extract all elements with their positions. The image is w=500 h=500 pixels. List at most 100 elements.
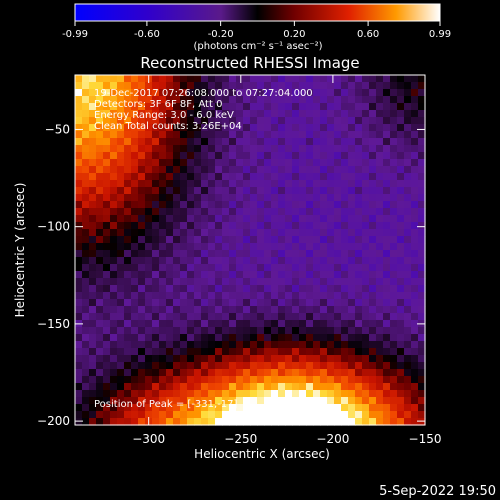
heatmap-cell — [166, 327, 174, 335]
heatmap-cell — [138, 411, 146, 419]
heatmap-cell — [418, 327, 426, 335]
heatmap-cell — [362, 250, 370, 258]
heatmap-cell — [194, 103, 202, 111]
heatmap-cell — [320, 313, 328, 321]
heatmap-cell — [89, 320, 97, 328]
heatmap-cell — [173, 250, 181, 258]
heatmap-cell — [285, 313, 293, 321]
heatmap-cell — [320, 355, 328, 363]
heatmap-cell — [292, 404, 300, 412]
heatmap-cell — [285, 299, 293, 307]
heatmap-cell — [194, 250, 202, 258]
heatmap-cell — [82, 348, 90, 356]
heatmap-cell — [180, 299, 188, 307]
heatmap-cell — [110, 278, 118, 286]
heatmap-cell — [194, 215, 202, 223]
heatmap-cell — [187, 166, 195, 174]
heatmap-cell — [152, 103, 160, 111]
heatmap-cell — [390, 362, 398, 370]
heatmap-cell — [131, 82, 139, 90]
heatmap-cell — [103, 75, 111, 83]
heatmap-cell — [152, 264, 160, 272]
heatmap-cell — [222, 362, 230, 370]
heatmap-cell — [236, 173, 244, 181]
heatmap-cell — [180, 313, 188, 321]
heatmap-cell — [341, 222, 349, 230]
heatmap-cell — [313, 313, 321, 321]
heatmap-cell — [229, 355, 237, 363]
heatmap-cell — [390, 397, 398, 405]
heatmap-cell — [124, 236, 132, 244]
heatmap-cell — [187, 236, 195, 244]
heatmap-cell — [278, 243, 286, 251]
heatmap-cell — [96, 201, 104, 209]
heatmap-cell — [313, 222, 321, 230]
heatmap-cell — [369, 306, 377, 314]
heatmap-cell — [285, 257, 293, 265]
heatmap-cell — [166, 103, 174, 111]
heatmap-cell — [82, 257, 90, 265]
heatmap-cell — [201, 222, 209, 230]
heatmap-cell — [411, 264, 419, 272]
heatmap-cell — [362, 194, 370, 202]
heatmap-cell — [418, 243, 426, 251]
heatmap-cell — [327, 299, 335, 307]
heatmap-cell — [313, 341, 321, 349]
heatmap-cell — [236, 334, 244, 342]
heatmap-cell — [264, 159, 272, 167]
heatmap-cell — [404, 299, 412, 307]
heatmap-cell — [264, 96, 272, 104]
heatmap-cell — [194, 418, 202, 426]
heatmap-cell — [250, 404, 258, 412]
heatmap-cell — [355, 124, 363, 132]
heatmap-cell — [82, 355, 90, 363]
heatmap-cell — [103, 194, 111, 202]
heatmap-cell — [208, 201, 216, 209]
heatmap-cell — [355, 96, 363, 104]
heatmap-cell — [243, 117, 251, 125]
heatmap-cell — [306, 327, 314, 335]
heatmap-cell — [264, 299, 272, 307]
annotation-line: Clean Total counts: 3.26E+04 — [94, 121, 242, 132]
heatmap-cell — [285, 201, 293, 209]
heatmap-cell — [215, 397, 223, 405]
heatmap-cell — [173, 376, 181, 384]
heatmap-cell — [215, 103, 223, 111]
heatmap-cell — [383, 418, 391, 426]
heatmap-cell — [236, 124, 244, 132]
heatmap-cell — [278, 103, 286, 111]
heatmap-cell — [320, 124, 328, 132]
heatmap-cell — [243, 264, 251, 272]
heatmap-cell — [173, 131, 181, 139]
heatmap-cell — [152, 271, 160, 279]
heatmap-cell — [180, 138, 188, 146]
heatmap-cell — [418, 362, 426, 370]
heatmap-cell — [306, 418, 314, 426]
heatmap-cell — [320, 75, 328, 83]
heatmap-cell — [222, 320, 230, 328]
heatmap-cell — [124, 145, 132, 153]
heatmap-cell — [411, 285, 419, 293]
heatmap-cell — [411, 166, 419, 174]
heatmap-cell — [236, 369, 244, 377]
heatmap-cell — [103, 348, 111, 356]
heatmap-cell — [369, 229, 377, 237]
heatmap-cell — [390, 138, 398, 146]
heatmap-cell — [166, 201, 174, 209]
heatmap-cell — [334, 383, 342, 391]
heatmap-cell — [306, 292, 314, 300]
heatmap-cell — [355, 117, 363, 125]
heatmap-cell — [201, 180, 209, 188]
heatmap-cell — [257, 103, 265, 111]
heatmap-cell — [110, 215, 118, 223]
heatmap-cell — [215, 313, 223, 321]
heatmap-cell — [341, 334, 349, 342]
heatmap-cell — [201, 229, 209, 237]
heatmap-cell — [411, 278, 419, 286]
heatmap-cell — [250, 292, 258, 300]
heatmap-cell — [75, 103, 83, 111]
heatmap-cell — [334, 313, 342, 321]
heatmap-cell — [138, 355, 146, 363]
heatmap-cell — [173, 264, 181, 272]
heatmap-cell — [222, 236, 230, 244]
